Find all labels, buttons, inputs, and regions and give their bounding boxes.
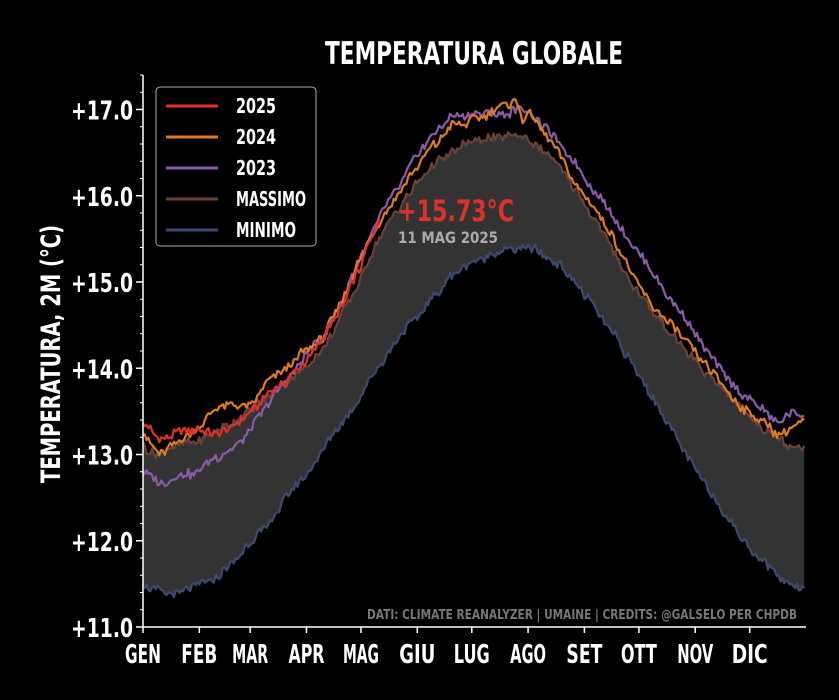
chart-title: TEMPERATURA GLOBALE (325, 36, 623, 72)
x-tick-label: GIU (399, 640, 435, 670)
x-tick-label: LUG (454, 640, 490, 670)
legend-label-massimo: MASSIMO (236, 187, 306, 211)
x-tick-label: SET (566, 640, 602, 670)
x-tick-label: MAR (232, 640, 268, 670)
series-line-minimo (142, 243, 806, 599)
x-tick-label: APR (288, 640, 324, 670)
min-max-band (143, 132, 805, 598)
y-axis-label: TEMPERATURA, 2M (°C) (36, 225, 67, 483)
x-tick-label: MAG (343, 640, 379, 670)
y-tick-label: +13.0 (71, 442, 133, 472)
x-tick-label: FEB (181, 640, 217, 670)
x-tick-label: AGO (510, 640, 546, 670)
legend-label-2025: 2025 (236, 94, 276, 118)
source-credits: DATI: CLIMATE REANALYZER | UMAINE | CRED… (367, 608, 797, 623)
y-tick-label: +11.0 (71, 614, 133, 644)
legend-box (155, 86, 317, 247)
x-tick-label: GEN (125, 640, 161, 670)
legend-label-minimo: MINIMO (236, 218, 296, 242)
y-tick-label: +15.0 (71, 269, 133, 299)
legend: 2025 2024 2023 MASSIMO MINIMO (155, 86, 317, 247)
min-max-band-layer (143, 132, 805, 598)
legend-label-2024: 2024 (236, 125, 276, 149)
annotation-date-label: 11 MAG 2025 (398, 228, 498, 247)
ticks-layer: +11.0 +12.0 +13.0 +14.0 +15.0 +16.0 +17.0 GEN FE… (71, 74, 768, 670)
series-line-2024 (142, 98, 805, 457)
x-tick-label: OTT (621, 640, 657, 670)
annotation-value-label: +15.73°C (398, 194, 514, 228)
y-tick-label: +17.0 (71, 97, 133, 127)
y-tick-label: +14.0 (71, 355, 133, 385)
series-line-2025 (142, 218, 381, 444)
series-lines-layer (142, 98, 806, 599)
x-tick-label: DIC (732, 640, 768, 670)
y-tick-label: +12.0 (71, 528, 133, 558)
y-tick-label: +16.0 (71, 183, 133, 213)
x-tick-label: NOV (677, 640, 713, 670)
legend-label-2023: 2023 (236, 156, 276, 180)
